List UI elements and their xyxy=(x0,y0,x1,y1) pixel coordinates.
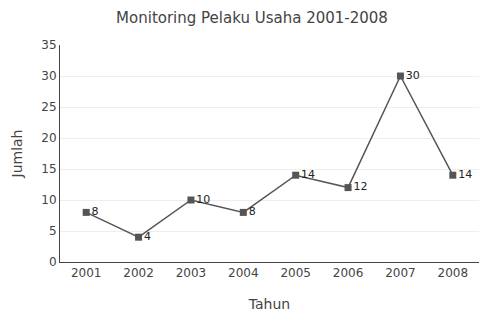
svg-text:25: 25 xyxy=(41,100,56,114)
svg-text:2002: 2002 xyxy=(123,266,154,280)
svg-text:14: 14 xyxy=(301,168,315,181)
svg-text:Tahun: Tahun xyxy=(248,296,290,312)
svg-text:2001: 2001 xyxy=(71,266,102,280)
svg-text:15: 15 xyxy=(41,162,56,176)
svg-text:10: 10 xyxy=(196,193,210,206)
svg-text:8: 8 xyxy=(92,205,99,218)
svg-text:0: 0 xyxy=(49,255,57,269)
svg-text:30: 30 xyxy=(406,69,420,82)
svg-text:2006: 2006 xyxy=(333,266,364,280)
svg-text:2008: 2008 xyxy=(438,266,469,280)
svg-text:5: 5 xyxy=(49,224,57,238)
svg-text:10: 10 xyxy=(41,193,56,207)
svg-text:Jumlah: Jumlah xyxy=(9,130,25,179)
svg-text:2005: 2005 xyxy=(280,266,311,280)
svg-text:30: 30 xyxy=(41,69,56,83)
svg-text:2003: 2003 xyxy=(176,266,207,280)
svg-text:Monitoring Pelaku Usaha 2001-2: Monitoring Pelaku Usaha 2001-2008 xyxy=(116,9,388,27)
svg-text:20: 20 xyxy=(41,131,56,145)
svg-text:12: 12 xyxy=(353,180,367,193)
svg-text:8: 8 xyxy=(249,205,256,218)
svg-text:2007: 2007 xyxy=(385,266,416,280)
svg-text:14: 14 xyxy=(458,168,472,181)
svg-text:35: 35 xyxy=(41,38,56,52)
svg-text:2004: 2004 xyxy=(228,266,259,280)
svg-text:4: 4 xyxy=(144,230,151,243)
